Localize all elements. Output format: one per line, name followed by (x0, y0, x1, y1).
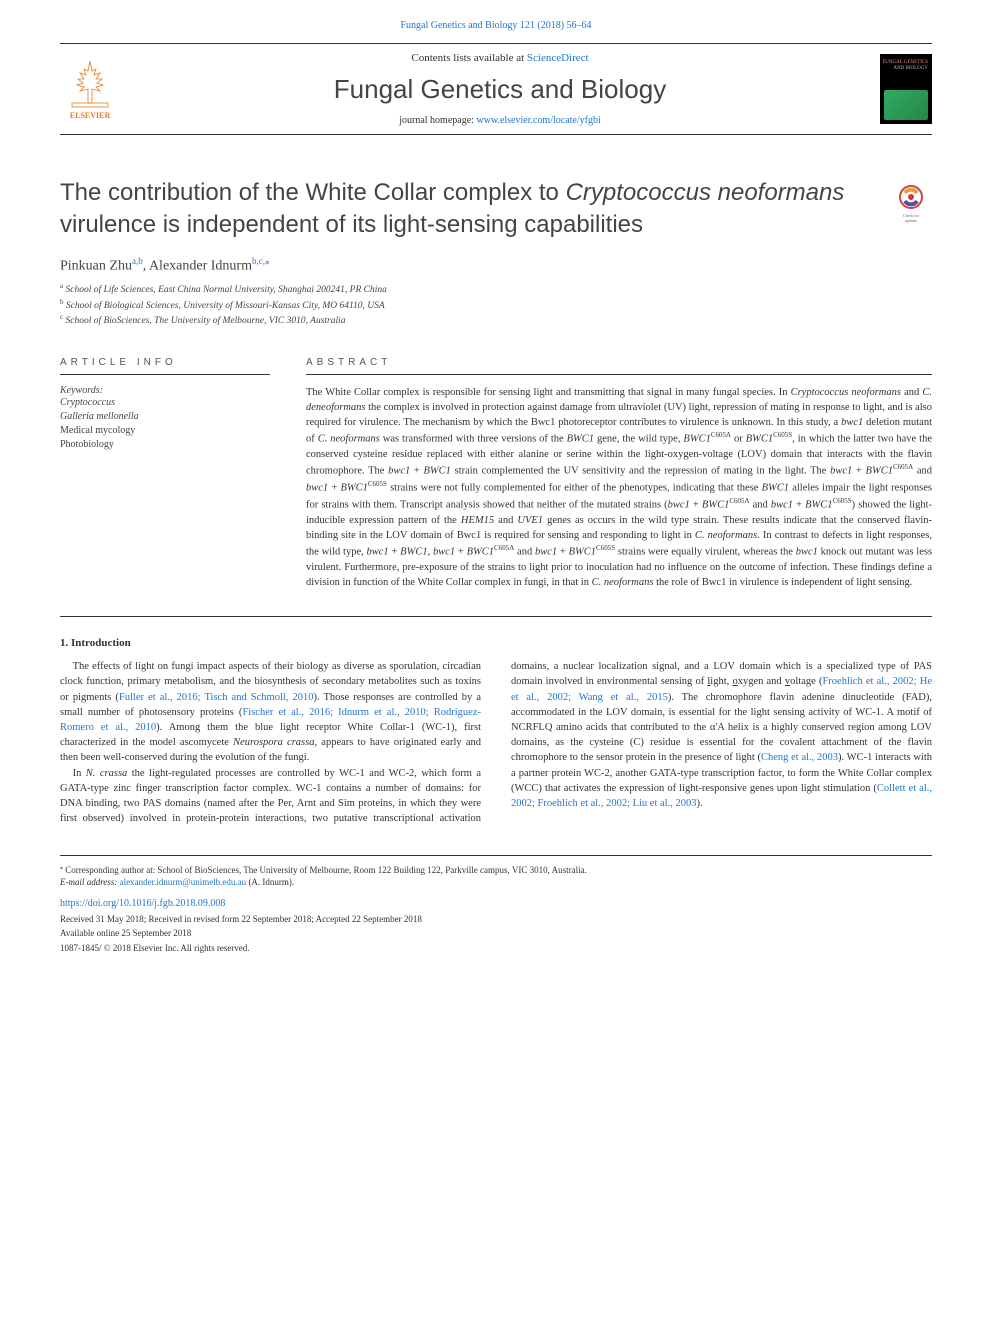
title-pre: The contribution of the White Collar com… (60, 179, 566, 206)
cover-line-2: AND BIOLOGY (882, 66, 928, 72)
sciencedirect-link[interactable]: ScienceDirect (527, 52, 589, 64)
aff-sup-b: b (60, 298, 64, 306)
section-divider (60, 616, 932, 617)
footer-copyright: 1087-1845/ © 2018 Elsevier Inc. All righ… (60, 942, 932, 955)
affiliations: a School of Life Sciences, East China No… (60, 282, 932, 328)
doi-link[interactable]: https://doi.org/10.1016/j.fgb.2018.09.00… (60, 898, 225, 909)
abstract-text: The White Collar complex is responsible … (306, 385, 932, 590)
elsevier-tree-icon (68, 59, 112, 109)
title-post: virulence is independent of its light-se… (60, 211, 643, 238)
contents-available: Contents lists available at ScienceDirec… (134, 52, 866, 64)
homepage-prefix: journal homepage: (399, 115, 476, 126)
footer-received: Received 31 May 2018; Received in revise… (60, 913, 932, 926)
corr-address: Corresponding author at: School of BioSc… (65, 865, 587, 875)
corr-star: ⁎ (60, 865, 63, 871)
author-1-aff[interactable]: a,b (132, 256, 143, 266)
check-updates-icon[interactable]: Check for updates (890, 181, 932, 223)
email-suffix: (A. Idnurm). (246, 877, 294, 887)
footer-available: Available online 25 September 2018 (60, 927, 932, 940)
author-2-aff[interactable]: b,c, (252, 256, 265, 266)
journal-header: ELSEVIER Contents lists available at Sci… (60, 43, 932, 135)
affiliation-c: School of BioSciences, The University of… (65, 317, 345, 327)
elsevier-label: ELSEVIER (70, 111, 110, 120)
aff-sup-c: c (60, 313, 63, 321)
aff-sup-a: a (60, 282, 63, 290)
author-1: Pinkuan Zhu (60, 258, 132, 273)
keywords-label: Keywords: (60, 385, 270, 396)
introduction-heading: 1. Introduction (60, 637, 932, 649)
authors-line: Pinkuan Zhua,b, Alexander Idnurmb,c,⁎ (60, 256, 932, 275)
contents-prefix: Contents lists available at (411, 52, 526, 64)
ref-link[interactable]: Fuller et al., 2016; Tisch and Schmoll, … (119, 692, 314, 703)
keyword-1: Cryptococcus (60, 397, 115, 408)
keyword-4: Photobiology (60, 438, 270, 452)
introduction-body: The effects of light on fungi impact asp… (60, 659, 932, 826)
elsevier-logo[interactable]: ELSEVIER (60, 54, 120, 124)
keyword-2: Galleria mellonella (60, 411, 139, 422)
affiliation-b: School of Biological Sciences, Universit… (66, 301, 385, 311)
journal-name: Fungal Genetics and Biology (134, 74, 866, 105)
email-label: E-mail address: (60, 877, 120, 887)
author-2-corr[interactable]: ⁎ (265, 256, 270, 266)
ref-link[interactable]: Cheng et al., 2003 (761, 752, 838, 763)
header-citation[interactable]: Fungal Genetics and Biology 121 (2018) 5… (60, 0, 932, 43)
title-species: Cryptococcus neoformans (566, 179, 845, 206)
footer: ⁎ Corresponding author at: School of Bio… (60, 855, 932, 955)
homepage-link[interactable]: www.elsevier.com/locate/yfgbi (476, 115, 600, 126)
email-link[interactable]: alexander.idnurm@unimelb.edu.au (120, 877, 247, 887)
abstract-heading: ABSTRACT (306, 357, 932, 375)
article-title: The contribution of the White Collar com… (60, 177, 876, 242)
article-info-heading: ARTICLE INFO (60, 357, 270, 375)
author-2: Alexander Idnurm (149, 258, 252, 273)
homepage-line: journal homepage: www.elsevier.com/locat… (134, 115, 866, 126)
journal-cover-thumbnail[interactable]: FUNGAL GENETICS AND BIOLOGY (880, 54, 932, 124)
cover-image (884, 90, 928, 120)
affiliation-a: School of Life Sciences, East China Norm… (65, 286, 386, 296)
svg-text:updates: updates (905, 218, 918, 223)
keyword-3: Medical mycology (60, 424, 270, 438)
